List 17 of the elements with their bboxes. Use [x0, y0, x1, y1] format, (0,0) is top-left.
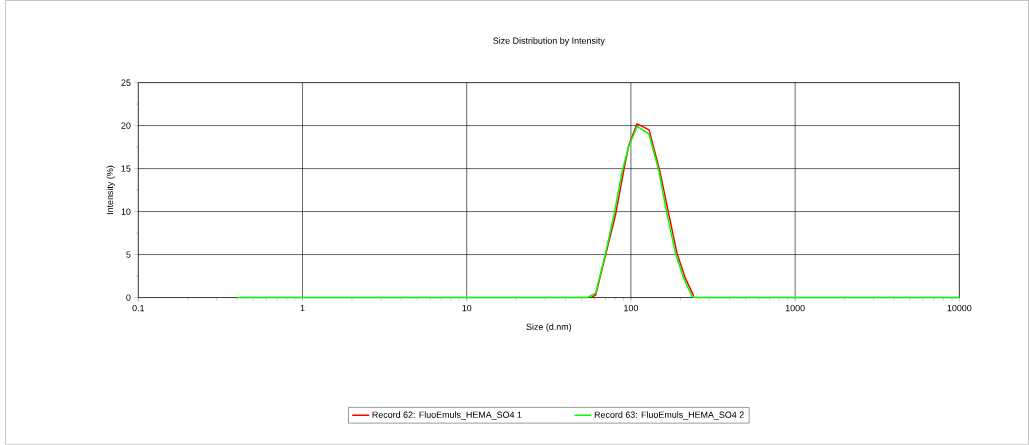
x-axis-title: Size (d.nm)	[526, 323, 572, 332]
x-tick-label: 100	[624, 305, 639, 312]
x-tick-label: 10	[462, 305, 472, 312]
x-tick-label: 1	[300, 305, 305, 312]
x-tick-label: 10000	[947, 305, 972, 312]
y-tick-label: 0	[126, 294, 131, 301]
y-tick-label: 15	[121, 165, 131, 172]
x-tick-label: 0.1	[132, 305, 145, 312]
legend-label: Record 63: FluoEmuls_HEMA_SO4 2	[594, 411, 744, 420]
y-axis-title: Intensity (%)	[106, 165, 115, 215]
legend-label: Record 62: FluoEmuls_HEMA_SO4 1	[372, 411, 522, 420]
y-tick-label: 25	[121, 79, 131, 86]
y-tick-label: 5	[126, 251, 131, 258]
x-tick-label: 1000	[785, 305, 805, 312]
y-tick-label: 10	[121, 208, 131, 215]
y-tick-label: 20	[121, 122, 131, 129]
chart-title: Size Distribution by Intensity	[493, 37, 605, 46]
